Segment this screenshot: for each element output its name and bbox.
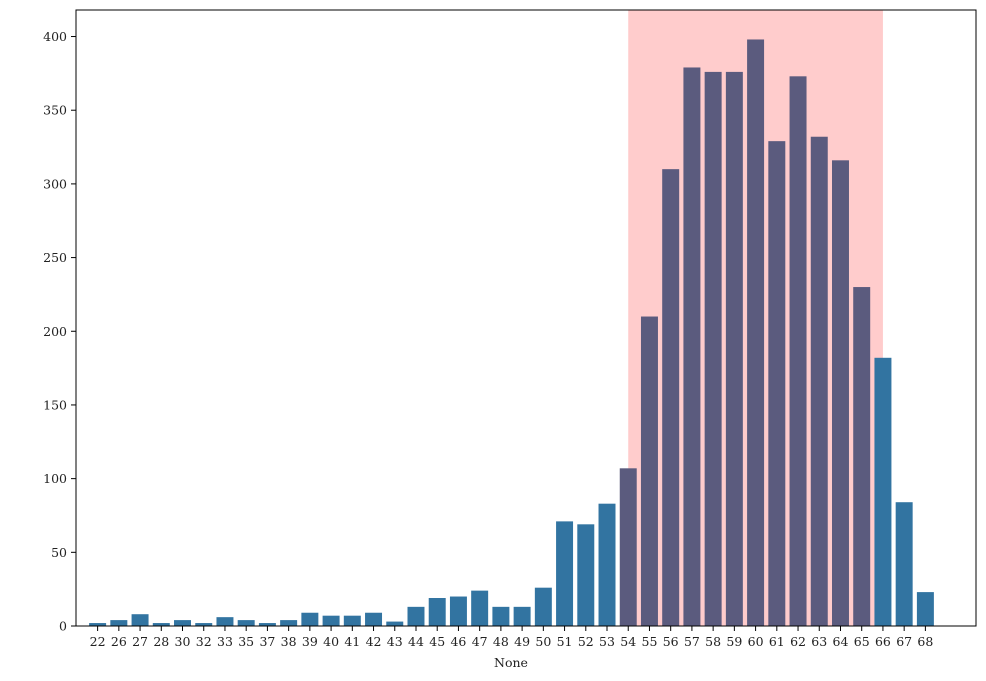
bar-41: [343, 615, 361, 626]
bar-67: [895, 502, 913, 626]
bar-43: [386, 621, 404, 626]
bar-59: [725, 71, 743, 627]
bar-63: [810, 136, 828, 626]
bar-65: [853, 287, 871, 626]
x-tick-label: 42: [366, 634, 382, 649]
bar-54: [619, 468, 637, 626]
bar-32: [195, 623, 213, 626]
x-tick-label: 33: [217, 634, 233, 649]
bar-56: [662, 169, 680, 626]
bar-27: [131, 614, 149, 626]
bar-68: [916, 592, 934, 626]
x-tick-label: 68: [917, 634, 933, 649]
y-tick-label: 400: [43, 29, 67, 44]
x-tick-label: 44: [408, 634, 424, 649]
x-axis-label: None: [494, 655, 528, 670]
x-tick-label: 66: [875, 634, 891, 649]
y-tick-label: 0: [59, 619, 67, 634]
x-tick-label: 51: [557, 634, 573, 649]
bar-22: [89, 623, 107, 626]
x-axis: 22 26 27 28 30 32 33 35 37 38 39 40 41 42 43 44 45 46 47 48…: [90, 626, 933, 649]
bar-57: [683, 67, 701, 626]
x-tick-label: 58: [705, 634, 721, 649]
x-tick-label: 49: [514, 634, 530, 649]
bar-60: [747, 39, 765, 626]
bar-33: [216, 617, 234, 626]
y-axis: 0 50 100 150 200 250 300 350 400: [43, 29, 76, 634]
x-tick-label: 56: [663, 634, 679, 649]
bar-50: [534, 587, 552, 626]
bar-64: [831, 160, 849, 626]
x-tick-label: 28: [153, 634, 169, 649]
bars-layer: [89, 39, 934, 627]
bar-42: [365, 612, 383, 626]
bar-39: [301, 612, 319, 626]
bar-49: [513, 606, 531, 626]
y-tick-label: 250: [43, 250, 67, 265]
x-tick-label: 47: [472, 634, 488, 649]
bar-51: [556, 521, 574, 626]
x-tick-label: 55: [642, 634, 658, 649]
x-tick-label: 38: [281, 634, 297, 649]
plot-frame: [75, 9, 977, 627]
x-tick-label: 63: [811, 634, 827, 649]
y-tick-label: 350: [43, 103, 67, 118]
x-tick-label: 26: [111, 634, 127, 649]
x-tick-label: 67: [896, 634, 912, 649]
x-tick-label: 37: [259, 634, 275, 649]
bar-48: [492, 606, 510, 626]
bar-40: [322, 615, 340, 626]
x-tick-label: 52: [578, 634, 594, 649]
y-tick-label: 50: [51, 545, 67, 560]
bar-26: [110, 620, 128, 626]
y-tick-label: 300: [43, 176, 67, 191]
bar-61: [768, 141, 786, 626]
x-tick-label: 61: [769, 634, 785, 649]
x-tick-label: 39: [302, 634, 318, 649]
x-tick-label: 27: [132, 634, 148, 649]
x-tick-label: 62: [790, 634, 806, 649]
bar-46: [449, 596, 467, 626]
bar-62: [789, 76, 807, 626]
bar-44: [407, 606, 425, 626]
x-tick-label: 32: [196, 634, 212, 649]
bar-30: [174, 620, 192, 626]
x-tick-label: 60: [748, 634, 764, 649]
x-tick-label: 59: [726, 634, 742, 649]
x-tick-label: 22: [90, 634, 106, 649]
bar-52: [577, 524, 595, 626]
x-tick-label: 57: [684, 634, 700, 649]
x-tick-label: 48: [493, 634, 509, 649]
bar-37: [258, 623, 276, 626]
bar-53: [598, 503, 616, 626]
x-tick-label: 46: [450, 634, 466, 649]
bar-58: [704, 71, 722, 627]
bar-66: [874, 357, 892, 626]
x-tick-label: 30: [175, 634, 191, 649]
bar-45: [428, 598, 446, 626]
y-tick-label: 100: [43, 471, 67, 486]
bar-28: [152, 623, 170, 626]
x-tick-label: 45: [429, 634, 445, 649]
bar-47: [471, 590, 489, 626]
x-tick-label: 64: [833, 634, 849, 649]
bar-55: [640, 316, 658, 626]
bar-38: [280, 620, 298, 626]
x-tick-label: 50: [535, 634, 551, 649]
x-tick-label: 35: [238, 634, 254, 649]
bar-35: [237, 620, 255, 626]
y-tick-label: 200: [43, 324, 67, 339]
x-tick-label: 54: [620, 634, 636, 649]
x-tick-label: 40: [323, 634, 339, 649]
y-tick-label: 150: [43, 397, 67, 412]
x-tick-label: 53: [599, 634, 615, 649]
x-tick-label: 65: [854, 634, 870, 649]
x-tick-label: 43: [387, 634, 403, 649]
x-tick-label: 41: [344, 634, 360, 649]
